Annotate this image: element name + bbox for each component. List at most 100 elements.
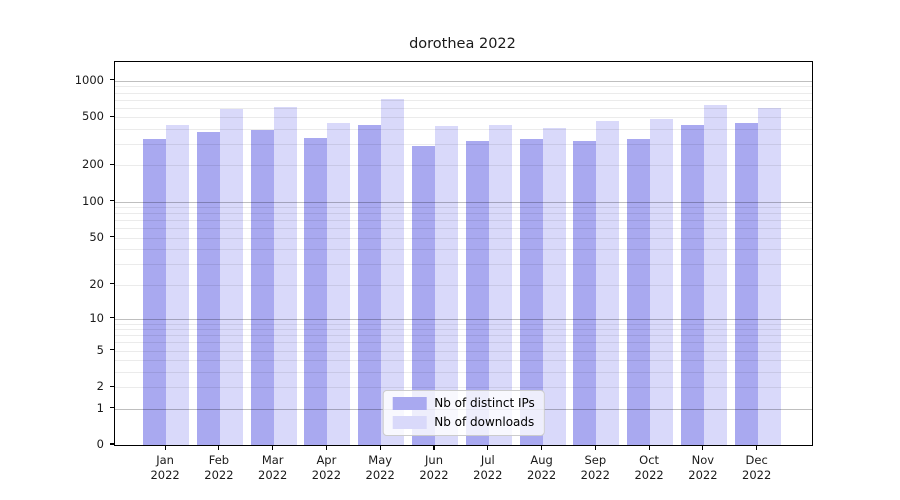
gridline-200: [115, 165, 812, 167]
y-tick-mark-10: [109, 317, 114, 319]
y-tick-mark-200: [109, 163, 114, 165]
x-tick-label-sep: Sep 2022: [580, 453, 610, 482]
gridline-90: [115, 207, 812, 209]
y-tick-label-2: 2: [96, 379, 104, 394]
y-tick-label-0: 0: [96, 437, 104, 451]
bar-distinct-ips-mar: [250, 129, 274, 445]
gridline-600: [115, 107, 812, 109]
gridline-9: [115, 323, 812, 325]
legend-label-downloads: Nb of downloads: [434, 415, 535, 429]
x-tick-label-jan: Jan 2022: [150, 453, 180, 482]
x-tick-label-mar: Mar 2022: [258, 453, 288, 482]
y-tick-label-10: 10: [89, 310, 104, 325]
x-tick-mark-nov: [702, 445, 704, 450]
bar-distinct-ips-sep: [573, 140, 597, 445]
x-tick-mark-apr: [325, 445, 327, 450]
bar-downloads-nov: [703, 104, 727, 445]
x-tick-label-dec: Dec 2022: [742, 453, 772, 482]
bar-downloads-mar: [273, 107, 297, 445]
gridline-700: [115, 99, 812, 101]
gridline-30: [115, 264, 812, 265]
gridline-7: [115, 335, 812, 337]
legend-label-distinct-ips: Nb of distinct IPs: [434, 396, 535, 410]
gridline-80: [115, 213, 812, 215]
chart-title: dorothea 2022: [409, 36, 516, 52]
bar-distinct-ips-aug: [519, 139, 543, 445]
x-tick-mark-dec: [756, 445, 758, 450]
bar-downloads-apr: [327, 122, 351, 445]
gridline-5: [115, 350, 812, 352]
gridline-4: [115, 360, 812, 362]
x-tick-label-nov: Nov 2022: [688, 453, 718, 482]
x-tick-label-aug: Aug 2022: [526, 453, 557, 482]
x-tick-label-may: May 2022: [365, 453, 395, 482]
bar-downloads-jun: [435, 126, 458, 445]
legend-item-distinct-ips: Nb of distinct IPs: [392, 396, 535, 410]
bar-downloads-may: [381, 99, 405, 445]
gridline-2: [115, 387, 812, 389]
bar-downloads-feb: [219, 108, 243, 445]
y-tick-label-1000: 1000: [74, 72, 104, 87]
bar-distinct-ips-may: [358, 124, 382, 445]
x-tick-mark-jan: [164, 445, 166, 450]
x-tick-mark-oct: [648, 445, 650, 450]
gridline-6: [115, 342, 812, 344]
y-tick-mark-0: [109, 443, 114, 445]
x-tick-mark-mar: [272, 445, 274, 450]
y-tick-label-5: 5: [96, 342, 104, 357]
x-tick-mark-aug: [541, 445, 543, 450]
bar-distinct-ips-apr: [304, 137, 328, 445]
bar-downloads-aug: [542, 128, 566, 445]
gridline-40: [115, 249, 812, 251]
bar-distinct-ips-jun: [412, 145, 435, 445]
gridline-500: [115, 117, 812, 119]
x-tick-label-feb: Feb 2022: [204, 453, 234, 482]
gridline-900: [115, 86, 812, 88]
y-tick-mark-1: [109, 406, 114, 409]
y-tick-mark-5: [109, 348, 114, 351]
y-tick-mark-100: [109, 200, 114, 202]
gridline-50: [115, 237, 812, 239]
x-tick-label-apr: Apr 2022: [311, 453, 342, 482]
y-tick-mark-2: [109, 385, 114, 387]
bar-distinct-ips-dec: [734, 122, 758, 445]
legend-item-downloads: Nb of downloads: [392, 415, 535, 429]
y-tick-label-200: 200: [82, 157, 104, 172]
y-tick-mark-1000: [109, 79, 114, 81]
x-tick-label-jun: Jun 2022: [419, 453, 449, 482]
bar-distinct-ips-jul: [465, 141, 489, 445]
gridline-20: [115, 284, 812, 286]
bars-layer: [115, 62, 812, 445]
y-tick-mark-50: [109, 236, 114, 238]
grid-layer: [115, 62, 812, 445]
gridline-60: [115, 228, 812, 230]
gridline-300: [115, 144, 812, 146]
legend: Nb of distinct IPs Nb of downloads: [382, 390, 545, 436]
x-tick-label-jul: Jul 2022: [473, 453, 503, 482]
gridline-8: [115, 329, 812, 331]
y-tick-label-100: 100: [82, 193, 104, 208]
y-tick-mark-500: [109, 115, 114, 117]
bar-downloads-dec: [757, 107, 781, 445]
bar-downloads-oct: [650, 119, 674, 445]
gridline-1000: [115, 80, 812, 82]
y-tick-label-500: 500: [82, 109, 104, 124]
x-tick-mark-jun: [433, 445, 435, 450]
y-tick-label-20: 20: [89, 276, 104, 291]
legend-swatch-distinct-ips: [392, 396, 427, 410]
gridline-400: [115, 129, 812, 130]
bar-distinct-ips-feb: [196, 131, 220, 445]
y-tick-mark-20: [109, 282, 114, 285]
legend-swatch-downloads: [392, 415, 427, 429]
x-tick-mark-feb: [218, 445, 220, 450]
gridline-3: [115, 371, 812, 373]
y-tick-label-50: 50: [89, 229, 104, 244]
x-tick-mark-jul: [487, 445, 489, 450]
bar-downloads-jan: [166, 125, 190, 445]
bar-distinct-ips-jan: [143, 139, 167, 445]
plot-area: Nb of distinct IPs Nb of downloads: [114, 61, 813, 446]
bar-downloads-jul: [488, 124, 512, 445]
x-tick-mark-sep: [594, 445, 596, 450]
gridline-10: [115, 318, 812, 320]
